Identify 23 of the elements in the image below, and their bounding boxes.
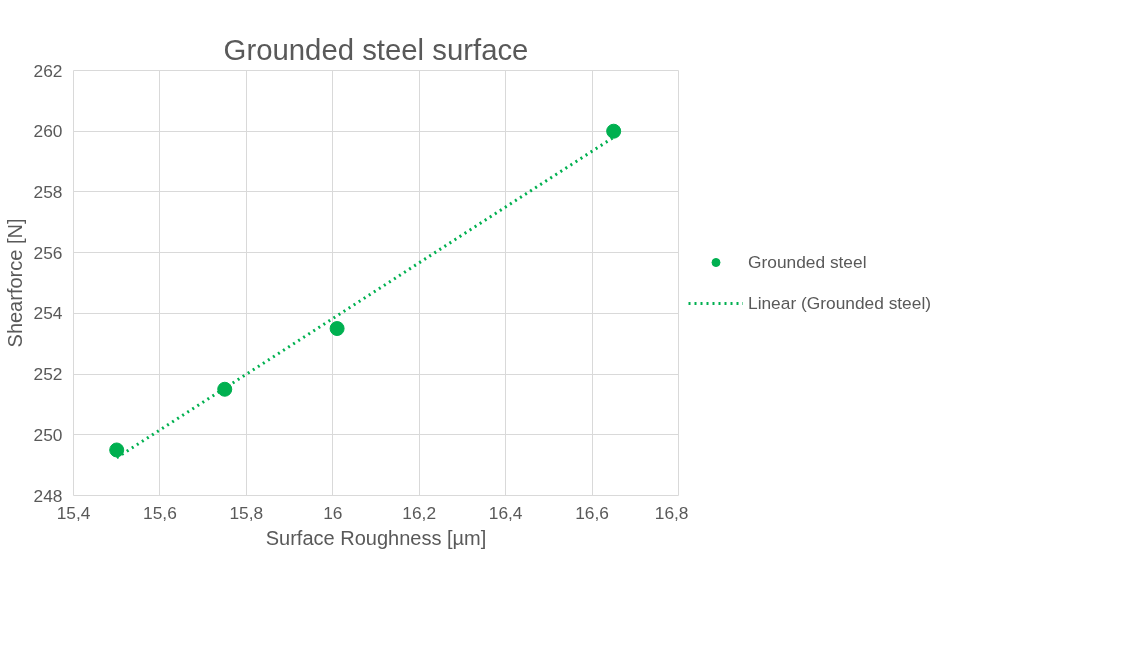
point	[217, 381, 233, 397]
y-tick-label: 254	[33, 303, 63, 324]
x-tick-label: 16,4	[488, 502, 523, 523]
chart-title: Grounded steel surface	[223, 32, 529, 66]
y-axis-title: Shearforce [N]	[3, 218, 26, 348]
x-tick-label: 16,2	[402, 502, 437, 523]
legend-label: Grounded steel	[748, 251, 867, 273]
x-tick-label: 16,8	[654, 502, 689, 523]
y-tick-label: 258	[33, 181, 63, 202]
x-tick-label: 16	[323, 502, 343, 523]
point	[109, 442, 125, 458]
x-tick-label: 15,6	[143, 502, 177, 523]
point	[606, 123, 622, 139]
y-tick-label: 252	[33, 364, 63, 385]
y-tick-label: 250	[33, 424, 63, 445]
x-tick-label: 15,8	[229, 502, 264, 523]
legend-label: Linear (Grounded steel)	[748, 292, 932, 314]
y-tick-label: 260	[33, 121, 63, 142]
x-axis-title: Surface Roughness [µm]	[265, 526, 487, 549]
y-tick-label: 262	[33, 60, 63, 81]
point	[329, 321, 345, 337]
x-tick-label: 16,6	[575, 502, 609, 523]
y-tick-label: 256	[33, 242, 63, 263]
